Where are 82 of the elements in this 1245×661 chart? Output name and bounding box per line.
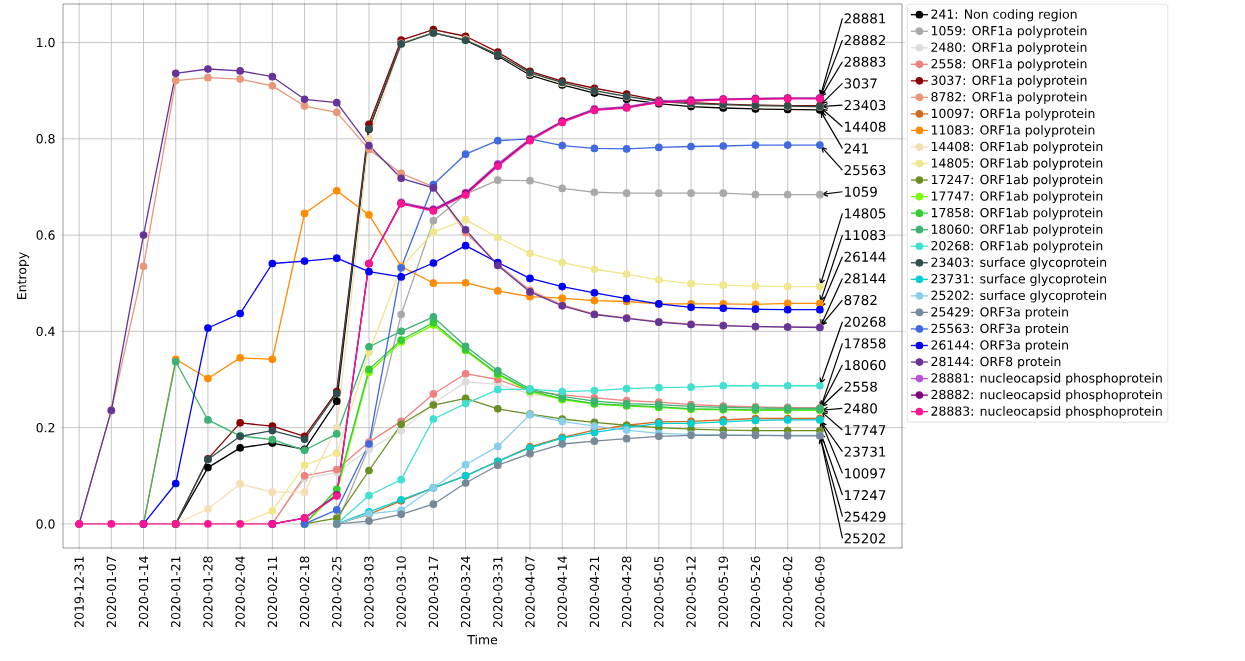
annotation: 20268	[844, 316, 886, 327]
annotation: 28882	[844, 35, 886, 46]
annotation: 2480	[844, 403, 877, 414]
legend-label: 11083: ORF1a polyprotein	[931, 124, 1095, 138]
legend-label: 1059: ORF1a polyprotein	[931, 25, 1087, 38]
y-axis-title: Entropy	[17, 252, 29, 299]
annotation: 17747	[845, 425, 886, 435]
x-tick-label: 2020-01-21	[171, 556, 181, 627]
x-tick-label: 2020-02-18	[299, 556, 310, 627]
annotation: 241	[844, 143, 869, 154]
legend-label: 28882: nucleocapsid phosphoprotein	[931, 389, 1162, 402]
x-tick-label: 2020-05-05	[654, 556, 664, 627]
annotation: 14408	[845, 121, 886, 132]
x-tick-label: 2020-03-24	[460, 556, 471, 627]
annotation: 23403	[844, 100, 886, 111]
legend-label: 17247: ORF1ab polyprotein	[931, 174, 1103, 187]
legend-label: 14805: ORF1ab polyprotein	[931, 158, 1103, 171]
annotation: 26144	[844, 251, 886, 262]
legend-label: 14408: ORF1ab polyprotein	[931, 141, 1103, 154]
legend-label: 25563: ORF3a protein	[931, 323, 1068, 336]
legend-label: 10097: ORF1a polyprotein	[931, 108, 1095, 121]
x-tick-label: 2020-01-14	[138, 556, 149, 627]
y-tick-label: 0.2	[36, 422, 55, 433]
legend-label: 241: Non coding region	[931, 9, 1077, 22]
legend-label: 25202: surface glycoprotein	[931, 290, 1107, 303]
y-tick-label: 0.4	[36, 326, 55, 337]
annotation: 28883	[844, 56, 886, 67]
annotation: 28881	[844, 13, 886, 24]
x-tick-label: 2020-03-03	[364, 556, 374, 627]
x-tick-label: 2020-01-07	[106, 556, 117, 627]
annotation: 14805	[845, 208, 886, 219]
legend-label: 3037: ORF1a polyprotein	[931, 75, 1087, 88]
x-tick-label: 2020-03-31	[493, 556, 503, 627]
annotation: 17858	[845, 338, 886, 349]
x-tick-label: 2019-12-31	[74, 556, 84, 627]
annotation: 25429	[844, 511, 886, 522]
y-tick-label: 1.0	[37, 37, 55, 48]
legend-label: 25429: ORF3a protein	[931, 306, 1068, 319]
x-tick-label: 2020-02-11	[267, 556, 278, 627]
x-tick-label: 2020-04-14	[557, 556, 567, 627]
legend-label: 18060: ORF1ab polyprotein	[931, 224, 1103, 237]
annotation: 17247	[845, 490, 886, 501]
x-tick-label: 2020-06-02	[782, 556, 793, 627]
legend-label: 2558: ORF1a polyprotein	[931, 58, 1087, 71]
annotation: 18060	[845, 359, 886, 371]
x-tick-label: 2020-02-25	[332, 556, 342, 627]
legend-label: 8782: ORF1a polyprotein	[931, 91, 1087, 104]
legend-label: 2480: ORF1a polyprotein	[931, 42, 1087, 55]
x-tick-label: 2020-01-28	[203, 556, 213, 627]
annotation: 11083	[845, 229, 886, 241]
x-tick-label: 2020-05-19	[718, 556, 728, 627]
x-axis-title: Time	[467, 634, 498, 645]
legend-label: 28881: nucleocapsid phosphoprotein	[931, 373, 1162, 386]
annotation: 25563	[844, 165, 886, 176]
y-tick-label: 0.8	[36, 134, 55, 144]
x-tick-label: 2020-05-12	[686, 556, 696, 627]
legend-label: 23403: surface glycoprotein	[931, 257, 1107, 270]
legend-label: 17747: ORF1ab polyprotein	[931, 191, 1103, 204]
annotation: 25202	[844, 533, 886, 544]
annotation: 10097	[845, 468, 886, 479]
x-tick-label: 2020-04-21	[589, 556, 600, 627]
legend-label: 28144: ORF8 protein	[931, 356, 1061, 369]
x-tick-label: 2020-03-17	[428, 556, 439, 627]
y-tick-label: 0.0	[36, 519, 55, 529]
x-tick-label: 2020-06-09	[815, 556, 825, 627]
x-tick-label: 2020-04-28	[621, 556, 632, 627]
annotation: 28144	[844, 273, 886, 284]
x-tick-label: 2020-04-07	[525, 556, 535, 627]
annotation: 3037	[844, 78, 877, 89]
annotation: 1059	[845, 186, 877, 197]
x-tick-label: 2020-02-04	[235, 556, 245, 627]
legend-label: 26144: ORF3a protein	[931, 340, 1068, 353]
x-tick-label: 2020-03-10	[396, 556, 406, 627]
y-tick-label: 0.6	[36, 230, 55, 240]
annotation: 8782	[844, 294, 877, 306]
legend-label: 23731: surface glycoprotein	[931, 273, 1107, 286]
legend-label: 20268: ORF1ab polyprotein	[931, 240, 1103, 253]
annotation: 2558	[844, 381, 877, 392]
legend-label: 28883: nucleocapsid phosphoprotein	[931, 406, 1162, 419]
legend-label: 17858: ORF1ab polyprotein	[931, 207, 1103, 220]
x-tick-label: 2020-05-26	[750, 556, 761, 627]
annotation: 23731	[844, 446, 886, 457]
